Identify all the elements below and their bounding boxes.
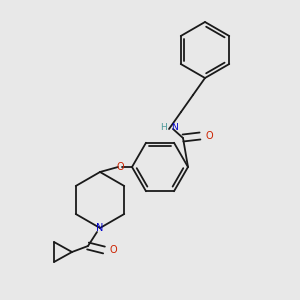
Text: O: O	[205, 131, 213, 141]
Text: N: N	[96, 223, 104, 233]
Text: O: O	[109, 245, 117, 255]
Text: H: H	[160, 124, 167, 133]
Text: O: O	[116, 162, 124, 172]
Text: N: N	[171, 124, 178, 133]
